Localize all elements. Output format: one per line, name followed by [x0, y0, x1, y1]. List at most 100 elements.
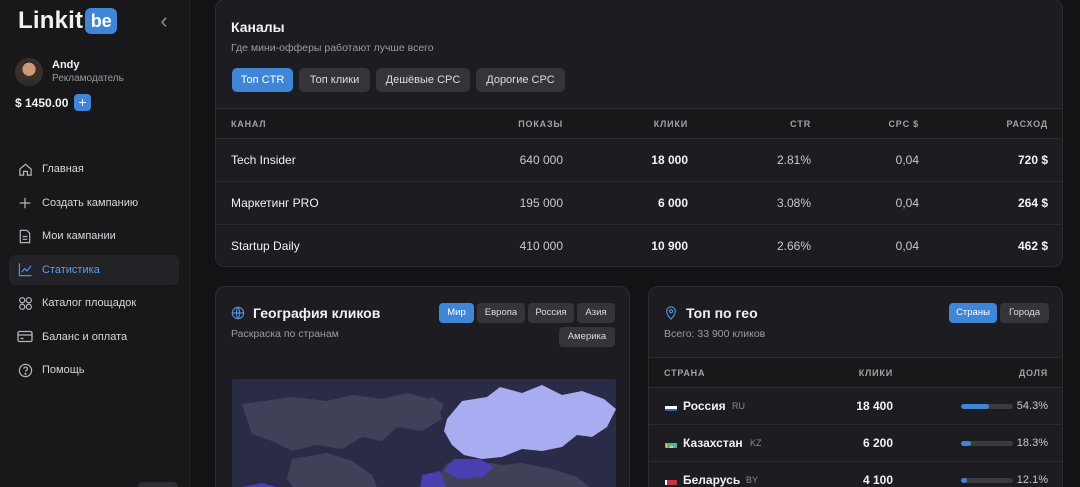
sidebar: Linkit be ‹ Andy Рекламодатель $ 1450.00…	[0, 0, 190, 487]
user-role: Рекламодатель	[52, 73, 124, 84]
map-region-kazakhstan	[444, 459, 494, 479]
map-region-europe	[242, 393, 442, 451]
geography-card: География кликов Раскраска по странам Ми…	[215, 286, 630, 487]
chip-countries[interactable]: Страны	[949, 303, 997, 323]
chip-world[interactable]: Мир	[439, 303, 474, 323]
location-pin-icon	[665, 306, 677, 320]
share-bar-fill	[961, 478, 968, 483]
chip-cities[interactable]: Города	[1000, 303, 1049, 323]
sidebar-nav: Главная Создать кампанию Мои кампании Ст…	[9, 154, 179, 389]
chip-russia[interactable]: Россия	[528, 303, 574, 323]
cpc: 0,04	[895, 239, 919, 253]
column-header: CTR	[790, 119, 811, 129]
clicks: 6 000	[657, 196, 688, 210]
sidebar-item-balance[interactable]: Баланс и оплата	[9, 322, 179, 352]
map-region-russia	[444, 385, 616, 459]
help-icon	[17, 362, 33, 378]
sidebar-item-label: Баланс и оплата	[42, 330, 128, 343]
spend: 720 $	[1017, 153, 1048, 167]
user-name: Andy	[52, 59, 80, 71]
column-header: КЛИКИ	[858, 368, 893, 378]
geography-title: География кликов	[253, 305, 381, 321]
chip-america[interactable]: Америка	[559, 327, 615, 347]
logo[interactable]: Linkit be	[18, 6, 118, 36]
column-header: ПОКАЗЫ	[518, 119, 563, 129]
cpc: 0,04	[895, 153, 919, 167]
sidebar-item-label: Статистика	[42, 263, 100, 276]
card-icon	[17, 329, 33, 345]
share-bar	[961, 478, 1013, 483]
sidebar-item-statistics[interactable]: Статистика	[9, 254, 179, 285]
table-row[interactable]: Startup Daily 410 000 10 900 2.66% 0,04 …	[216, 224, 1062, 267]
spend: 462 $	[1017, 239, 1048, 253]
channel-name: Tech Insider	[231, 153, 296, 167]
sidebar-item-help[interactable]: Помощь	[9, 355, 179, 385]
sidebar-item-create-campaign[interactable]: Создать кампанию	[9, 188, 179, 218]
channels-table-header: КАНАЛ ПОКАЗЫ КЛИКИ CTR CPC $ РАСХОД	[216, 108, 1062, 138]
country-name: Казахстан	[683, 436, 743, 450]
impressions: 640 000	[519, 153, 563, 167]
geography-subtitle: Раскраска по странам	[231, 328, 339, 340]
table-row[interactable]: Россия RU 18 400 54.3%	[649, 387, 1062, 424]
map-region-africa	[287, 453, 377, 487]
sidebar-item-label: Каталог площадок	[42, 297, 137, 309]
country-code: KZ	[750, 438, 762, 448]
ru-flag-icon	[665, 402, 677, 411]
column-header: CPC $	[888, 119, 919, 129]
chip-europe[interactable]: Европа	[477, 303, 525, 323]
sidebar-item-label: Создать кампанию	[42, 196, 139, 209]
channels-subtitle: Где мини-офферы работают лучше всего	[231, 42, 434, 54]
top-geo-title: Топ по гео	[686, 305, 758, 321]
collapse-sidebar-icon[interactable]: ‹	[160, 8, 168, 33]
clicks: 10 900	[651, 239, 688, 253]
top-geo-card: Топ по гео Всего: 33 900 кликов Страны Г…	[648, 286, 1063, 487]
ctr: 2.66%	[776, 239, 811, 253]
chip-expensive-cpc[interactable]: Дорогие CPC	[476, 68, 565, 92]
kz-flag-icon	[665, 439, 677, 448]
table-row[interactable]: Беларусь BY 4 100 12.1%	[649, 461, 1062, 487]
spend: 264 $	[1017, 196, 1048, 210]
sidebar-item-label: Главная	[42, 163, 84, 175]
grid-icon	[17, 295, 33, 311]
table-row[interactable]: Маркетинг PRO 195 000 6 000 3.08% 0,04 2…	[216, 181, 1062, 224]
world-map[interactable]	[232, 379, 616, 487]
by-flag-icon	[665, 476, 677, 485]
sidebar-item-label: Мои кампании	[42, 230, 116, 242]
sidebar-scrollbar[interactable]	[138, 482, 178, 487]
table-row[interactable]: Казахстан KZ 6 200 18.3%	[649, 424, 1062, 461]
share-bar-fill	[961, 404, 990, 409]
top-geo-table-header: СТРАНА КЛИКИ ДОЛЯ	[649, 357, 1062, 387]
sidebar-item-catalog[interactable]: Каталог площадок	[9, 288, 179, 318]
chip-cheap-cpc[interactable]: Дешёвые CPC	[376, 68, 470, 92]
country-name: Беларусь	[683, 473, 741, 487]
table-row[interactable]: Tech Insider 640 000 18 000 2.81% 0,04 7…	[216, 138, 1062, 181]
impressions: 410 000	[519, 239, 563, 253]
geo-share: 12.1%	[1016, 474, 1048, 486]
chip-top-clicks[interactable]: Топ клики	[299, 68, 370, 92]
channels-card: Каналы Где мини-офферы работают лучше вс…	[215, 0, 1063, 267]
geo-share: 54.3%	[1016, 400, 1048, 412]
globe-icon	[231, 306, 245, 320]
sidebar-item-my-campaigns[interactable]: Мои кампании	[9, 221, 179, 251]
channel-name: Startup Daily	[231, 239, 300, 253]
geo-clicks: 4 100	[862, 473, 893, 487]
sidebar-item-home[interactable]: Главная	[9, 154, 179, 184]
cpc: 0,04	[895, 196, 919, 210]
geo-clicks: 18 400	[856, 399, 893, 413]
column-header: РАСХОД	[1006, 119, 1048, 129]
sidebar-item-label: Помощь	[42, 364, 85, 376]
geo-clicks: 6 200	[862, 436, 893, 450]
chip-top-ctr[interactable]: Топ CTR	[232, 68, 293, 92]
map-region-south	[420, 471, 446, 487]
plus-icon	[17, 195, 33, 211]
avatar[interactable]	[15, 58, 43, 86]
map-region-scandinavia	[410, 397, 444, 423]
add-balance-button[interactable]: +	[74, 94, 91, 111]
column-header: ДОЛЯ	[1018, 368, 1048, 378]
clicks: 18 000	[651, 153, 688, 167]
top-geo-subtitle: Всего: 33 900 кликов	[664, 328, 766, 340]
share-bar-fill	[961, 441, 971, 446]
column-header: СТРАНА	[664, 368, 706, 378]
channels-title: Каналы	[231, 19, 285, 35]
chip-asia[interactable]: Азия	[577, 303, 615, 323]
